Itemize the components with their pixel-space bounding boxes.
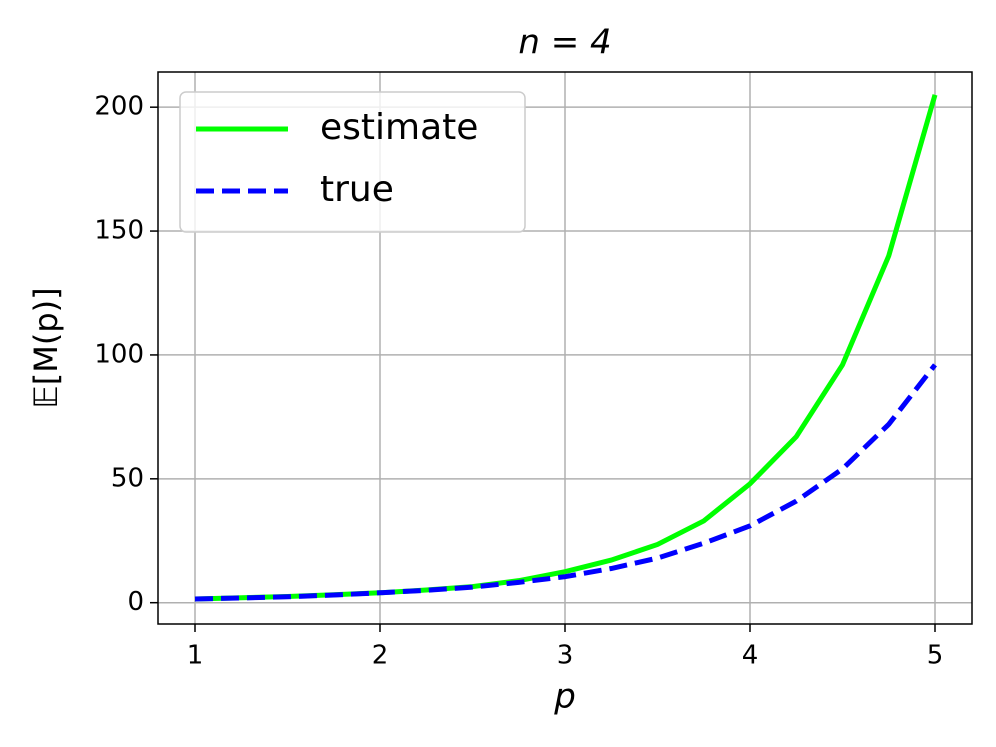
x-axis-label: p <box>553 677 576 717</box>
legend: estimate true <box>179 91 526 233</box>
x-tick-label: 4 <box>742 641 759 671</box>
data-line <box>194 94 938 602</box>
y-tick-label: 50 <box>111 463 144 493</box>
y-tick-label: 200 <box>94 92 144 122</box>
x-tick-label: 3 <box>557 641 574 671</box>
legend-label: true <box>320 169 394 210</box>
x-tick-label: 5 <box>927 641 944 671</box>
y-tick-label: 0 <box>127 587 144 617</box>
data-line <box>194 363 937 602</box>
x-tick-label: 1 <box>187 641 204 671</box>
y-axis-label: 𝔼[M(p)] <box>27 287 65 408</box>
legend-label: estimate <box>320 107 478 148</box>
y-tick-label: 150 <box>94 216 144 246</box>
x-tick-label: 2 <box>372 641 389 671</box>
chart-title: n = 4 <box>518 23 611 63</box>
plot-frame <box>157 71 973 625</box>
y-tick-label: 100 <box>94 339 144 369</box>
